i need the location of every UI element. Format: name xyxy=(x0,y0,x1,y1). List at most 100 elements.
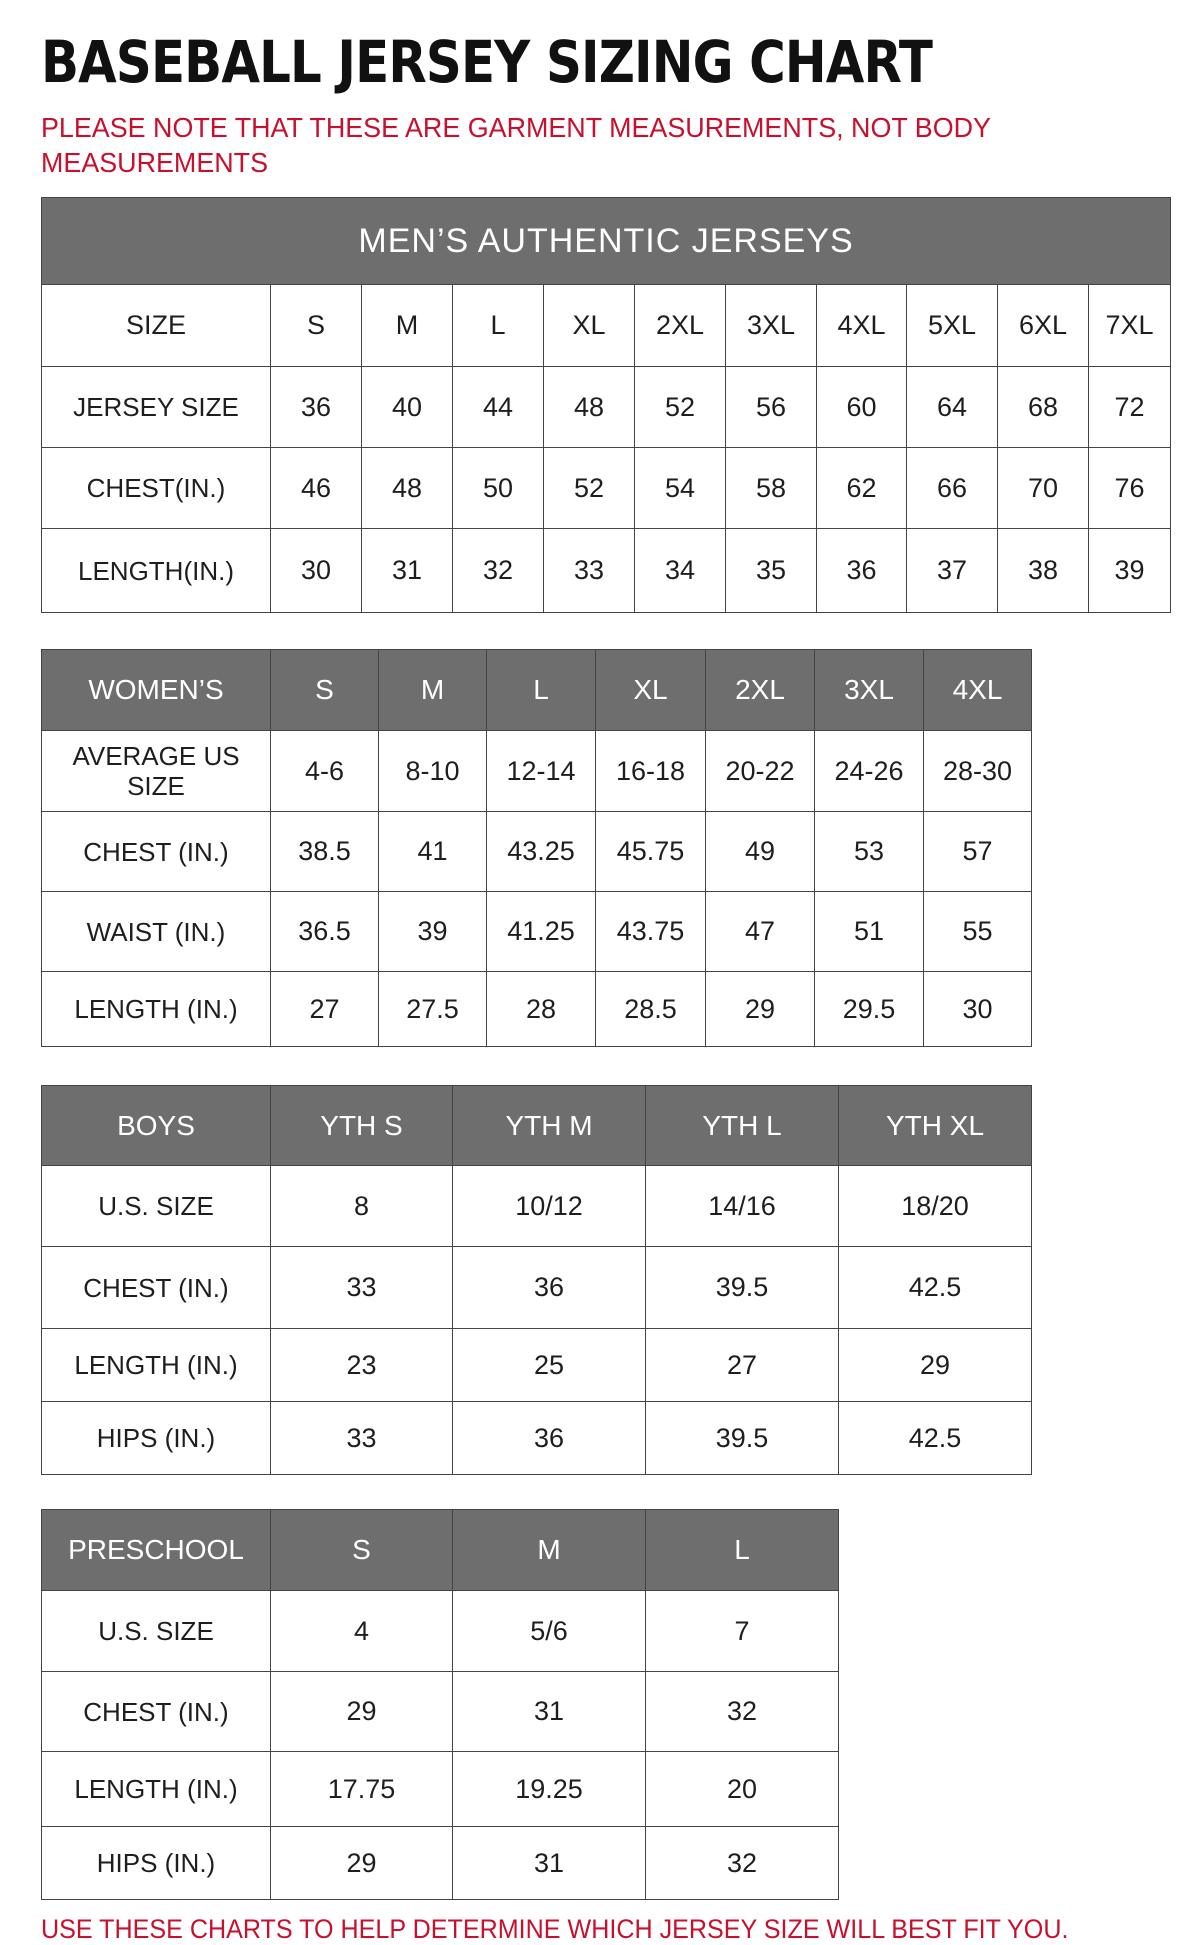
footer-note: USE THESE CHARTS TO HELP DETERMINE WHICH… xyxy=(41,1914,1069,1944)
measurement-cell: 56 xyxy=(725,366,817,448)
mens-size-table: MEN’S AUTHENTIC JERSEYS SIZE S M L XL 2XL 3XL 4X… xyxy=(40,197,1172,613)
row-label: CHEST (IN.) xyxy=(41,1671,271,1752)
measurement-cell: 27 xyxy=(270,971,379,1047)
measurement-cell: 39.5 xyxy=(645,1246,839,1329)
measurement-cell: 32 xyxy=(645,1826,839,1900)
measurement-cell: 17.75 xyxy=(270,1751,453,1827)
measurement-cell: 35 xyxy=(725,528,817,613)
measurement-cell: 76 xyxy=(1087,447,1172,529)
row-label: LENGTH (IN.) xyxy=(41,1751,271,1827)
size-column-header: M xyxy=(378,649,487,731)
measurement-cell: 48 xyxy=(543,366,635,448)
measurement-cell: 20 xyxy=(645,1751,839,1827)
measurement-cell: 36.5 xyxy=(270,891,379,972)
header-row: WOMEN’S S M L XL 2XL 3XL 4XL xyxy=(41,649,1032,731)
row-label: HIPS (IN.) xyxy=(41,1401,271,1475)
size-column-header: 5XL xyxy=(906,284,998,367)
measurement-cell: 38 xyxy=(997,528,1089,613)
measurement-cell: 64 xyxy=(906,366,998,448)
measurement-cell: 19.25 xyxy=(452,1751,646,1827)
measurement-cell: 8 xyxy=(270,1165,453,1247)
table-row: LENGTH (IN.) 27 27.5 28 28.5 29 29.5 30 xyxy=(41,971,1032,1047)
measurement-cell: 54 xyxy=(634,447,726,529)
table-row: LENGTH (IN.) 17.75 19.25 20 xyxy=(41,1751,839,1827)
measurement-cell: 24-26 xyxy=(814,730,924,812)
measurement-cell: 12-14 xyxy=(486,730,596,812)
measurement-cell: 43.25 xyxy=(486,811,596,892)
measurement-cell: 36 xyxy=(816,528,907,613)
size-column-header: S xyxy=(270,284,362,367)
table-row: CHEST (IN.) 29 31 32 xyxy=(41,1671,839,1752)
measurement-cell: 29 xyxy=(705,971,815,1047)
measurement-cell: 32 xyxy=(452,528,544,613)
table-row: AVERAGE US SIZE 4-6 8-10 12-14 16-18 20-22 24-… xyxy=(41,730,1032,812)
measurement-cell: 53 xyxy=(814,811,924,892)
size-column-header: M xyxy=(361,284,453,367)
measurement-cell: 36 xyxy=(452,1401,646,1475)
table-row: CHEST (IN.) 38.5 41 43.25 45.75 49 53 57 xyxy=(41,811,1032,892)
row-label: AVERAGE US SIZE xyxy=(41,730,271,812)
table-row: HIPS (IN.) 33 36 39.5 42.5 xyxy=(41,1401,1032,1475)
size-column-header: 2XL xyxy=(634,284,726,367)
measurement-cell: 36 xyxy=(452,1246,646,1329)
measurement-cell: 42.5 xyxy=(838,1401,1032,1475)
table-row: LENGTH (IN.) 23 25 27 29 xyxy=(41,1328,1032,1402)
measurement-cell: 20-22 xyxy=(705,730,815,812)
size-column-header: 7XL xyxy=(1087,284,1172,367)
measurement-cell: 4 xyxy=(270,1590,453,1672)
table-banner: MEN’S AUTHENTIC JERSEYS xyxy=(40,197,1172,285)
measurement-cell: 30 xyxy=(270,528,362,613)
measurement-cell: 38.5 xyxy=(270,811,379,892)
measurement-cell: 27 xyxy=(645,1328,839,1402)
measurement-cell: 49 xyxy=(705,811,815,892)
size-column-header: YTH L xyxy=(645,1085,839,1166)
row-label: LENGTH(IN.) xyxy=(41,528,271,613)
header-row: SIZE S M L XL 2XL 3XL 4XL 5XL 6XL 7XL xyxy=(41,284,1172,367)
measurement-cell: 68 xyxy=(997,366,1089,448)
measurement-cell: 72 xyxy=(1087,366,1172,448)
size-column-header: 2XL xyxy=(705,649,815,731)
measurement-cell: 40 xyxy=(361,366,453,448)
size-column-header: YTH M xyxy=(452,1085,646,1166)
table-row: JERSEY SIZE 36 40 44 48 52 56 60 64 68 72 xyxy=(41,366,1172,448)
measurement-cell: 37 xyxy=(906,528,998,613)
measurement-cell: 55 xyxy=(923,891,1032,972)
size-column-header: L xyxy=(452,284,544,367)
size-column-header: 6XL xyxy=(997,284,1089,367)
boys-size-table: BOYS YTH S YTH M YTH L YTH XL U.S. SIZE 8 10/12… xyxy=(41,1085,1032,1475)
measurement-cell: 32 xyxy=(645,1671,839,1752)
size-column-header: YTH XL xyxy=(838,1085,1032,1166)
measurement-cell: 52 xyxy=(543,447,635,529)
row-label-header: BOYS xyxy=(41,1085,271,1166)
table-row: U.S. SIZE 4 5/6 7 xyxy=(41,1590,839,1672)
measurement-cell: 30 xyxy=(923,971,1032,1047)
measurement-cell: 47 xyxy=(705,891,815,972)
measurement-cell: 31 xyxy=(452,1671,646,1752)
measurement-cell: 28-30 xyxy=(923,730,1032,812)
measurement-cell: 7 xyxy=(645,1590,839,1672)
measurement-cell: 16-18 xyxy=(595,730,706,812)
measurement-cell: 14/16 xyxy=(645,1165,839,1247)
measurement-cell: 52 xyxy=(634,366,726,448)
measurement-cell: 29 xyxy=(270,1671,453,1752)
womens-size-table: WOMEN’S S M L XL 2XL 3XL 4XL AVERAGE US SIZE 4-6 8… xyxy=(41,649,1032,1047)
measurement-cell: 39 xyxy=(378,891,487,972)
measurement-cell: 48 xyxy=(361,447,453,529)
measurement-cell: 4-6 xyxy=(270,730,379,812)
size-column-header: YTH S xyxy=(270,1085,453,1166)
measurement-cell: 57 xyxy=(923,811,1032,892)
measurement-cell: 43.75 xyxy=(595,891,706,972)
measurement-cell: 33 xyxy=(543,528,635,613)
row-label: JERSEY SIZE xyxy=(41,366,271,448)
row-label-header: SIZE xyxy=(41,284,271,367)
measurement-cell: 8-10 xyxy=(378,730,487,812)
row-label-header: PRESCHOOL xyxy=(41,1509,271,1591)
measurement-cell: 70 xyxy=(997,447,1089,529)
measurement-cell: 28 xyxy=(486,971,596,1047)
measurement-cell: 41.25 xyxy=(486,891,596,972)
measurement-cell: 29 xyxy=(270,1826,453,1900)
measurement-cell: 50 xyxy=(452,447,544,529)
measurement-cell: 31 xyxy=(452,1826,646,1900)
measurement-cell: 27.5 xyxy=(378,971,487,1047)
size-column-header: S xyxy=(270,649,379,731)
